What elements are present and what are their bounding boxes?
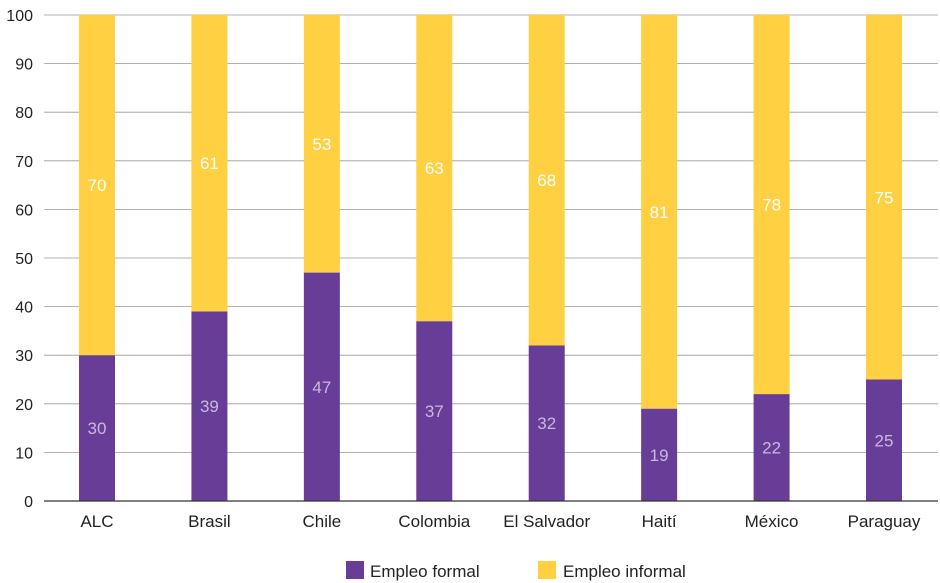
y-tick-label: 10 — [15, 445, 33, 462]
data-label-informal: 70 — [88, 176, 107, 195]
bar-informal — [416, 15, 453, 322]
bar-informal — [303, 15, 340, 273]
bar-informal — [753, 15, 790, 395]
data-label-informal: 78 — [762, 196, 781, 215]
bar-formal — [641, 408, 678, 501]
data-label-formal: 25 — [875, 431, 894, 450]
data-label-informal: 75 — [875, 188, 894, 207]
data-label-formal: 37 — [425, 402, 444, 421]
data-label-formal: 30 — [88, 419, 107, 438]
y-axis-ticks: 0 10 20 30 40 50 60 70 80 90 100 — [6, 8, 33, 511]
y-tick-label: 60 — [15, 202, 33, 219]
data-label-informal: 81 — [650, 203, 669, 222]
data-label-informal: 61 — [200, 154, 219, 173]
bar-formal — [528, 345, 565, 501]
y-tick-label: 40 — [15, 300, 33, 317]
data-label-formal: 47 — [312, 378, 331, 397]
x-tick-label: Haití — [642, 512, 677, 531]
x-tick-label: Paraguay — [848, 512, 921, 531]
legend-label-formal: Empleo formal — [370, 562, 480, 581]
y-tick-label: 90 — [15, 57, 33, 74]
bar-informal — [79, 15, 115, 356]
y-tick-label: 30 — [15, 348, 33, 365]
x-tick-label: Brasil — [188, 512, 231, 531]
y-tick-label: 70 — [15, 154, 33, 171]
data-label-informal: 68 — [537, 171, 556, 190]
bar-informal — [866, 15, 902, 380]
x-tick-label: El Salvador — [503, 512, 590, 531]
bar-formal — [866, 379, 902, 501]
y-tick-label: 20 — [15, 397, 33, 414]
x-tick-label: México — [745, 512, 799, 531]
legend-swatch-informal — [538, 561, 556, 579]
x-axis-labels: ALC Brasil Chile Colombia El Salvador Haití Mé… — [80, 512, 920, 531]
y-tick-label: 0 — [24, 494, 33, 511]
gridlines — [44, 14, 938, 453]
y-tick-label: 100 — [6, 8, 33, 25]
bar-formal — [753, 394, 790, 501]
bar-informal — [641, 15, 678, 409]
data-label-informal: 63 — [425, 159, 444, 178]
x-tick-label: ALC — [80, 512, 113, 531]
bar-formal — [416, 321, 453, 501]
legend-swatch-formal — [346, 561, 364, 579]
y-tick-label: 50 — [15, 251, 33, 268]
bar-informal — [191, 15, 228, 312]
x-tick-label: Colombia — [398, 512, 470, 531]
bar-informal — [528, 15, 565, 346]
legend: Empleo formal Empleo informal — [346, 561, 686, 581]
data-labels: 30 70 39 61 47 53 37 63 32 68 19 81 22 78 25 75 — [88, 135, 894, 465]
bar-formal — [191, 311, 228, 501]
x-tick-label: Chile — [302, 512, 341, 531]
data-label-formal: 39 — [200, 397, 219, 416]
bar-formal — [303, 272, 340, 501]
bars — [79, 15, 902, 501]
data-label-formal: 22 — [762, 439, 781, 458]
legend-label-informal: Empleo informal — [563, 562, 686, 581]
data-label-informal: 53 — [312, 135, 331, 154]
data-label-formal: 32 — [537, 414, 556, 433]
bar-formal — [79, 355, 115, 501]
data-label-formal: 19 — [650, 446, 669, 465]
y-tick-label: 80 — [15, 105, 33, 122]
